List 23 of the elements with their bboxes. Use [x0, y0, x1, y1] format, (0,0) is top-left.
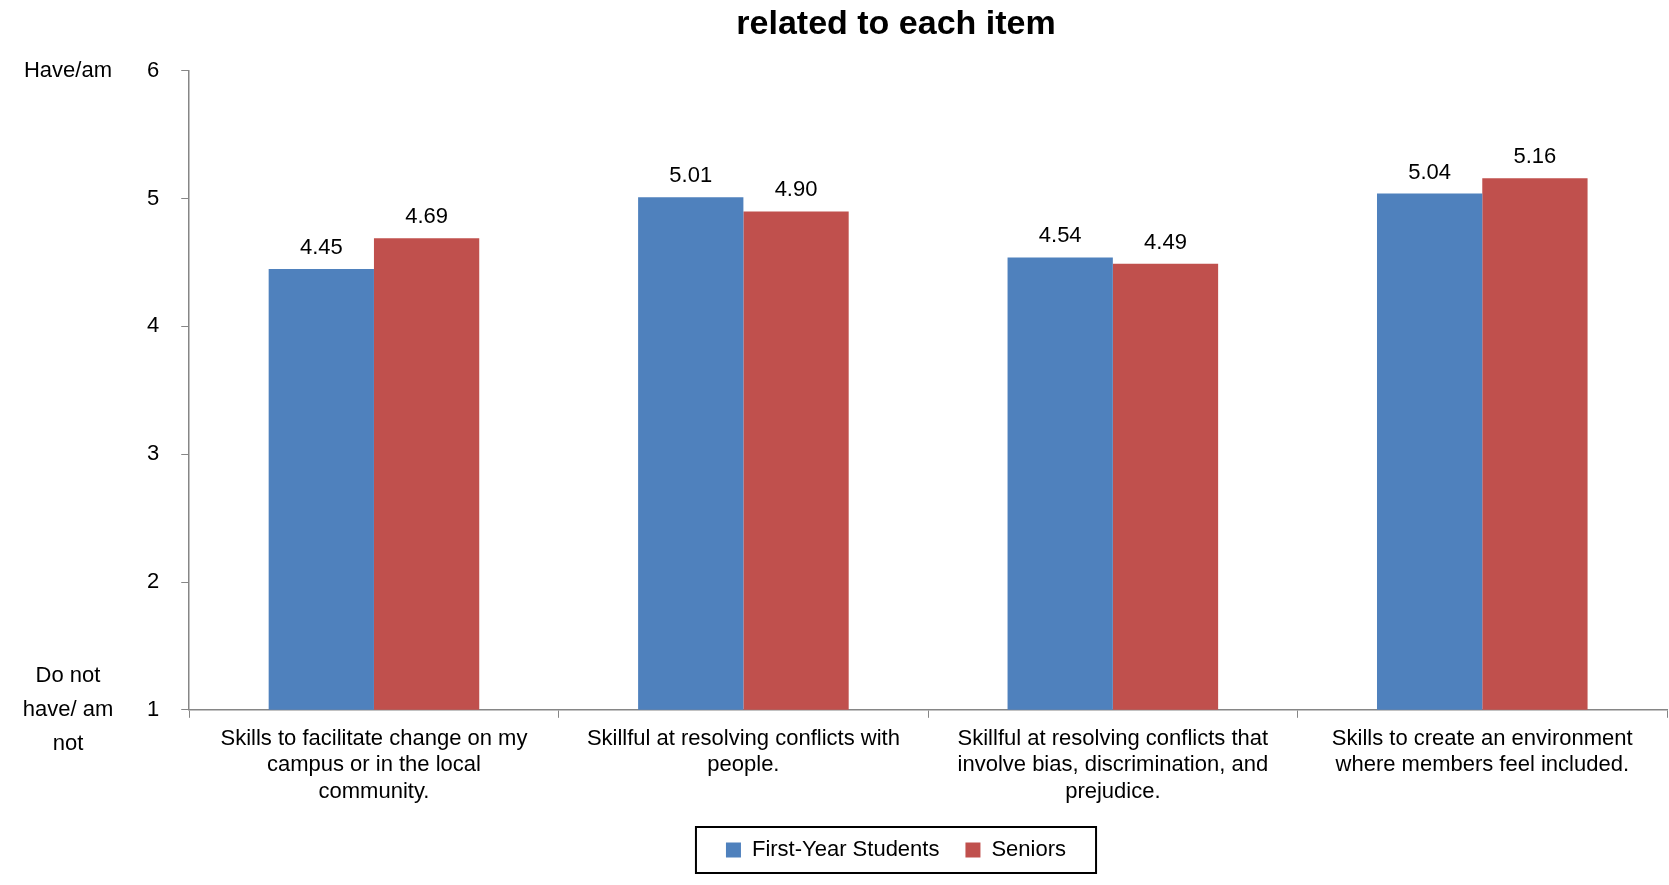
data-label: 4.90 [774, 176, 818, 202]
x-tick-label: Skills to create an environment where members feel included. [1331, 725, 1633, 777]
y-tick-label: 1 [146, 695, 160, 721]
x-tick-label: Skillful at resolving conflicts with people. [586, 725, 900, 777]
data-label: 4.69 [405, 203, 449, 229]
y-tick-label: 3 [146, 440, 160, 466]
x-tick-label: Skills to facilitate change on my campus or in the local community. [220, 725, 528, 803]
text: Have/am [23, 56, 113, 82]
data-label: 4.49 [1144, 228, 1187, 254]
legend-label: Seniors [991, 836, 1067, 862]
y-tick-label: 6 [146, 56, 160, 82]
y-tick-label: 2 [146, 568, 160, 594]
x-tick-label: Skillful at resolving conflicts that involve bias, discrimination, and prejudice. [957, 725, 1269, 803]
legend-label: First-Year Students [751, 836, 940, 862]
text: Do not have/ am not [22, 661, 114, 755]
y-tick-label: 4 [146, 312, 160, 338]
y-tick-label: 5 [146, 184, 160, 210]
data-label: 5.16 [1513, 143, 1557, 169]
data-label: 4.45 [299, 233, 343, 259]
chart-title: related to each item [736, 2, 1056, 41]
data-label: 5.04 [1408, 158, 1452, 184]
data-label: 4.54 [1038, 222, 1082, 248]
data-label: 5.01 [669, 162, 713, 188]
